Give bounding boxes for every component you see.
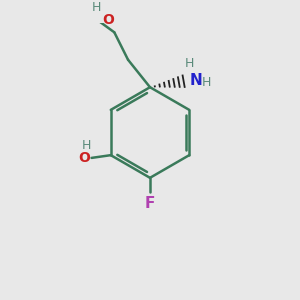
Text: H: H — [82, 139, 91, 152]
Text: O: O — [102, 13, 114, 27]
Text: F: F — [145, 196, 155, 211]
Text: N: N — [190, 73, 203, 88]
Text: H: H — [185, 57, 194, 70]
Text: H: H — [202, 76, 212, 89]
Text: H: H — [92, 2, 101, 14]
Text: O: O — [78, 151, 90, 165]
